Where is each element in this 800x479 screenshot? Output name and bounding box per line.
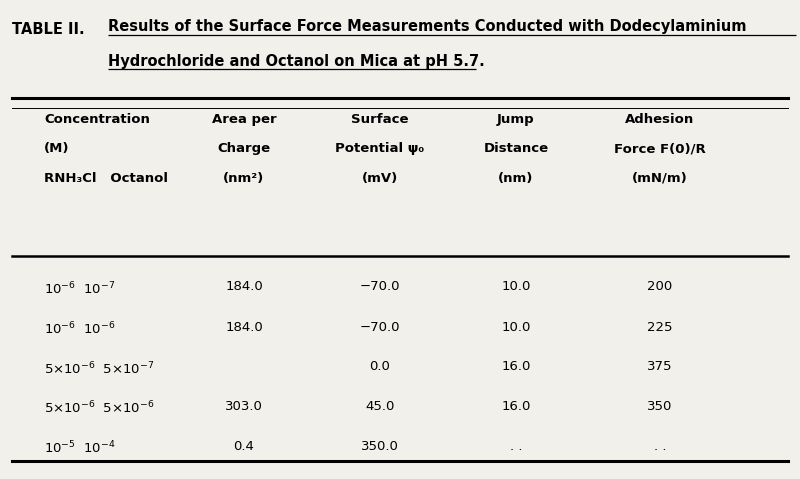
Text: $10^{-5}$  $10^{-4}$: $10^{-5}$ $10^{-4}$ (44, 440, 115, 456)
Text: Surface: Surface (351, 113, 409, 125)
Text: 184.0: 184.0 (225, 321, 263, 334)
Text: Adhesion: Adhesion (626, 113, 694, 125)
Text: Hydrochloride and Octanol on Mica at pH 5.7.: Hydrochloride and Octanol on Mica at pH … (108, 54, 485, 68)
Text: 0.0: 0.0 (370, 360, 390, 373)
Text: 45.0: 45.0 (366, 400, 394, 413)
Text: 303.0: 303.0 (225, 400, 263, 413)
Text: 375: 375 (647, 360, 673, 373)
Text: . .: . . (654, 440, 666, 453)
Text: Charge: Charge (218, 142, 270, 155)
Text: $10^{-6}$  $10^{-6}$: $10^{-6}$ $10^{-6}$ (44, 321, 115, 338)
Text: RNH₃Cl   Octanol: RNH₃Cl Octanol (44, 172, 168, 185)
Text: Jump: Jump (497, 113, 535, 125)
Text: (mV): (mV) (362, 172, 398, 185)
Text: TABLE II.: TABLE II. (12, 22, 85, 36)
Text: −70.0: −70.0 (360, 280, 400, 293)
Text: (M): (M) (44, 142, 70, 155)
Text: Results of the Surface Force Measurements Conducted with Dodecylaminium: Results of the Surface Force Measurement… (108, 19, 746, 34)
Text: Force F(0)/R: Force F(0)/R (614, 142, 706, 155)
Text: (nm²): (nm²) (223, 172, 265, 185)
Text: Potential ψ₀: Potential ψ₀ (335, 142, 425, 155)
Text: 200: 200 (647, 280, 673, 293)
Text: 350: 350 (647, 400, 673, 413)
Text: 10.0: 10.0 (502, 321, 530, 334)
Text: 10.0: 10.0 (502, 280, 530, 293)
Text: (nm): (nm) (498, 172, 534, 185)
Text: Area per: Area per (212, 113, 276, 125)
Text: 16.0: 16.0 (502, 360, 530, 373)
Text: 184.0: 184.0 (225, 280, 263, 293)
Text: (mN/m): (mN/m) (632, 172, 688, 185)
Text: −70.0: −70.0 (360, 321, 400, 334)
Text: Concentration: Concentration (44, 113, 150, 125)
Text: 0.4: 0.4 (234, 440, 254, 453)
Text: 225: 225 (647, 321, 673, 334)
Text: $10^{-6}$  $10^{-7}$: $10^{-6}$ $10^{-7}$ (44, 280, 115, 297)
Text: Distance: Distance (483, 142, 549, 155)
Text: $5{\times}10^{-6}$  $5{\times}10^{-6}$: $5{\times}10^{-6}$ $5{\times}10^{-6}$ (44, 400, 154, 417)
Text: $5{\times}10^{-6}$  $5{\times}10^{-7}$: $5{\times}10^{-6}$ $5{\times}10^{-7}$ (44, 360, 154, 377)
Text: 350.0: 350.0 (361, 440, 399, 453)
Text: 16.0: 16.0 (502, 400, 530, 413)
Text: . .: . . (510, 440, 522, 453)
